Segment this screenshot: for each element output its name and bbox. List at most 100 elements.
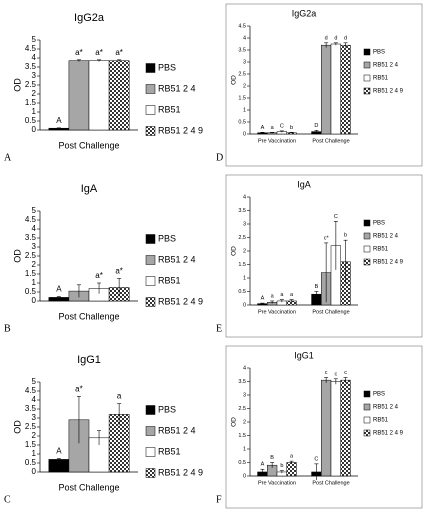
y-tick-label: 0.5 (238, 289, 246, 295)
y-tick-label: 4 (32, 224, 37, 233)
legend-swatch (363, 245, 371, 253)
y-tick-label: 4 (243, 194, 246, 200)
y-tick-label: 5 (32, 35, 37, 44)
bar (330, 381, 341, 477)
x-tick-label: Post Challenge (312, 480, 349, 486)
legend-label: PBS (158, 62, 176, 72)
bar (321, 44, 332, 135)
y-tick-label: 2.5 (238, 71, 246, 77)
legend-label: RB51 (373, 247, 389, 253)
bar (340, 379, 351, 477)
bar (108, 60, 130, 131)
y-tick-label: 0 (243, 302, 246, 308)
bar (286, 462, 297, 477)
panel-frame (225, 345, 423, 509)
legend-swatch (145, 447, 156, 457)
significance-letter: A (261, 296, 265, 302)
legend-swatch (363, 87, 371, 95)
y-tick-label: 4 (243, 35, 246, 41)
significance-letter: c (344, 370, 347, 376)
significance-letter: a (280, 292, 284, 298)
legend-swatch (363, 74, 371, 82)
legend-label: RB51 2 4 (158, 254, 196, 264)
x-tick-label: Post Challenge (58, 140, 119, 150)
y-tick-label: 4 (243, 365, 246, 371)
significance-letter: d (325, 35, 328, 41)
significance-letter: A (56, 447, 62, 456)
legend-swatch (363, 390, 371, 398)
y-tick-label: 3 (32, 71, 37, 80)
y-tick-label: 3.5 (25, 233, 37, 242)
y-tick-label: 1.5 (25, 440, 37, 449)
bar (48, 459, 70, 473)
y-tick-label: 0 (243, 473, 246, 479)
y-tick-label: 2.5 (25, 422, 37, 431)
y-tick-label: 0 (32, 467, 37, 476)
legend-label: RB51 2 4 9 (158, 467, 203, 477)
significance-letter: D (314, 123, 318, 129)
legend-label: RB51 2 4 9 (373, 260, 404, 266)
legend-swatch (363, 48, 371, 56)
y-tick-label: 3 (243, 392, 246, 398)
legend-swatch (145, 105, 156, 115)
y-tick-label: 1.5 (25, 269, 37, 278)
significance-letter: d (344, 35, 347, 41)
y-tick-label: 2 (243, 248, 246, 254)
chart-title: IgG2a (292, 8, 317, 18)
significance-letter: a* (75, 385, 83, 394)
panel-letter: E (216, 323, 222, 334)
legend-swatch (363, 232, 371, 240)
legend-label: RB51 (158, 104, 181, 114)
y-tick-label: 2.5 (25, 251, 37, 260)
legend-label: RB51 (373, 76, 389, 82)
y-axis-label: OD (231, 246, 238, 256)
y-axis-label: OD (231, 417, 238, 427)
y-tick-label: 4.5 (25, 44, 37, 53)
y-tick-label: 2 (243, 83, 246, 89)
significance-letter: C (280, 123, 284, 129)
y-tick-label: 1.5 (25, 98, 37, 107)
y-tick-label: 2 (243, 419, 246, 425)
significance-letter: a (271, 125, 275, 131)
y-tick-label: 2 (32, 89, 37, 98)
legend-swatch (145, 63, 156, 73)
legend-label: RB51 (158, 275, 181, 285)
y-tick-label: 2.5 (238, 235, 246, 241)
legend-swatch (145, 84, 156, 94)
y-tick-label: 4 (32, 395, 37, 404)
y-tick-label: 0.5 (25, 116, 37, 125)
legend-label: RB51 2 4 (373, 63, 399, 69)
chart-title: IgA (81, 183, 98, 195)
significance-letter: a (271, 293, 275, 299)
panel-frame (225, 3, 423, 167)
significance-letter: A (56, 116, 62, 125)
y-tick-label: 0.5 (238, 119, 246, 125)
legend-label: RB51 (373, 418, 389, 424)
significance-letter: B (270, 455, 274, 461)
significance-letter: a (117, 392, 122, 401)
significance-letter: C (334, 214, 338, 220)
y-tick-label: 3.5 (238, 379, 246, 385)
legend-label: RB51 2 4 (158, 425, 196, 435)
legend-label: RB51 2 4 9 (158, 296, 203, 306)
bar (88, 60, 110, 131)
y-tick-label: 1 (32, 107, 37, 116)
legend-label: RB51 (158, 446, 181, 456)
legend-label: PBS (158, 233, 176, 243)
y-tick-label: 0 (32, 296, 37, 305)
chart-title: IgG1 (77, 354, 101, 366)
significance-letter: c (325, 370, 328, 376)
legend-swatch (145, 234, 156, 244)
panel-letter: A (4, 152, 12, 163)
bar (68, 60, 90, 131)
y-tick-label: 1 (243, 107, 246, 113)
chart-title: IgG2a (74, 12, 105, 24)
legend-swatch (145, 297, 156, 307)
y-tick-label: 1.5 (238, 433, 246, 439)
legend-swatch (145, 468, 156, 478)
legend-label: RB51 2 4 9 (158, 125, 203, 135)
bar (330, 43, 341, 135)
y-tick-label: 2 (32, 431, 37, 440)
significance-letter: d (334, 35, 337, 41)
legend-swatch (363, 429, 371, 437)
